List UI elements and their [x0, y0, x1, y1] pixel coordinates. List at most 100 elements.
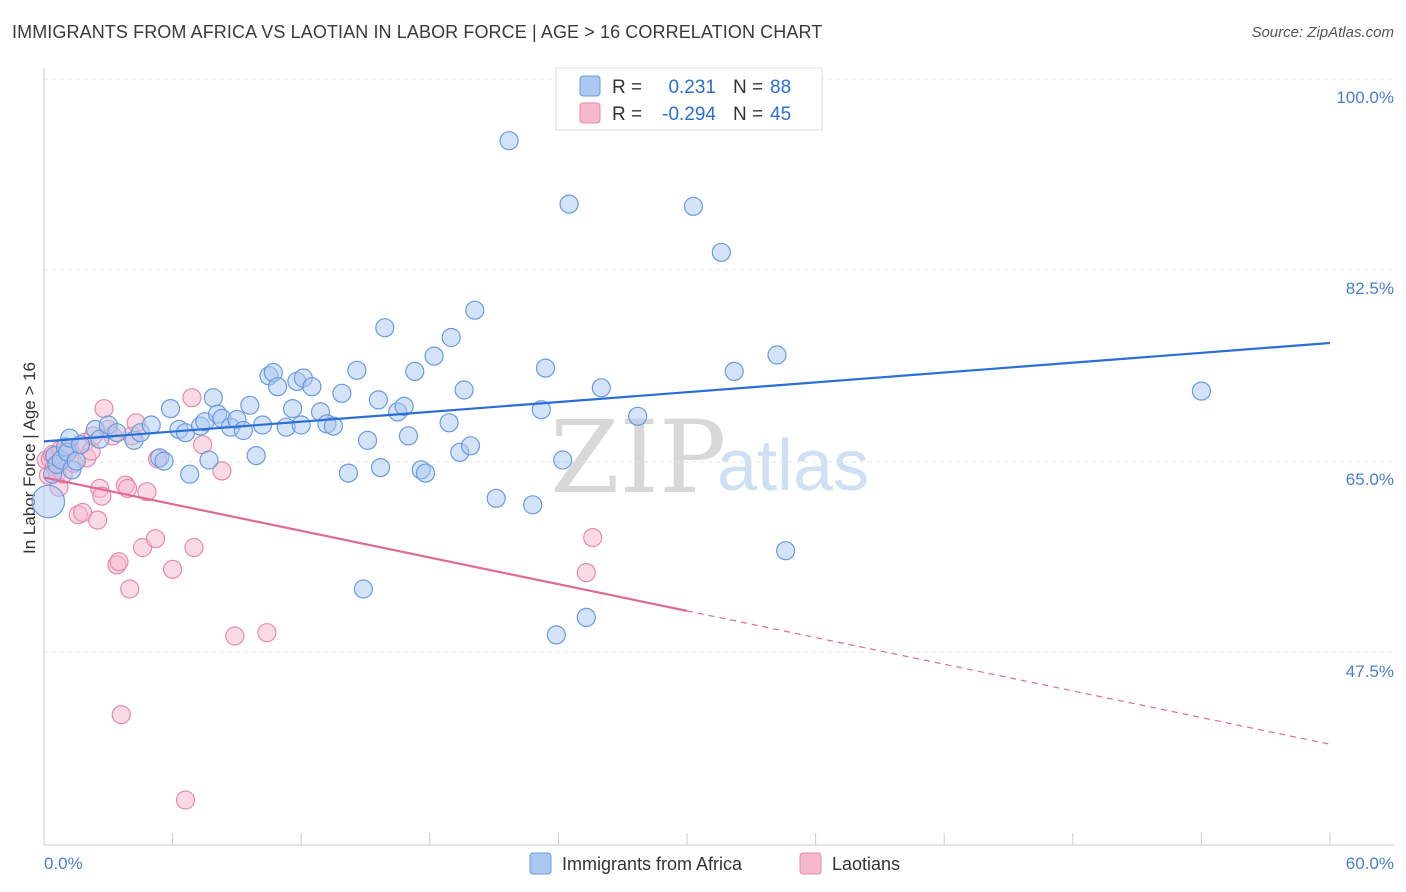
africa-point	[576, 607, 596, 628]
africa-point	[180, 464, 200, 484]
africa-point	[1191, 381, 1212, 401]
laotian-points	[36, 388, 603, 810]
laotian-point	[225, 626, 245, 646]
laotian-point	[92, 486, 112, 506]
laotian-point	[257, 623, 277, 643]
africa-trend-line	[43, 341, 1331, 443]
y-axis-title: In Labor Force | Age > 16	[20, 362, 39, 554]
laotian-trend-line	[43, 476, 688, 612]
africa-point	[347, 360, 367, 380]
bottom-legend-label-laotian: Laotians	[832, 854, 900, 874]
bottom-legend-swatch-africa	[529, 852, 552, 875]
legend-r-label-laotian: R =	[612, 104, 642, 125]
africa-point	[338, 463, 358, 483]
laotian-point	[175, 790, 196, 810]
watermark: ZIP atlas	[550, 399, 869, 516]
chart-title: IMMIGRANTS FROM AFRICA VS LAOTIAN IN LAB…	[12, 22, 823, 42]
x-tick-label-max: 60.0%	[1346, 854, 1394, 873]
africa-point	[31, 484, 66, 519]
africa-point	[531, 400, 551, 420]
laotian-trend-line-extension	[686, 610, 1331, 745]
y-tick-label: 100.0%	[1336, 88, 1394, 107]
laotian-point	[109, 552, 129, 572]
africa-point	[240, 395, 260, 415]
africa-point	[683, 196, 704, 216]
africa-point	[199, 450, 219, 470]
x-ticks	[43, 833, 1331, 845]
y-tick-label: 65.0%	[1346, 470, 1394, 489]
bottom-legend: Immigrants from Africa Laotians	[529, 852, 900, 875]
africa-points	[31, 131, 1212, 645]
africa-point	[268, 377, 288, 397]
laotian-point	[87, 510, 108, 530]
africa-point	[591, 378, 611, 398]
africa-point	[375, 318, 395, 338]
africa-point	[203, 388, 223, 408]
africa-point	[302, 377, 322, 397]
legend-swatch-africa	[579, 75, 601, 97]
legend-n-label-laotian: N =	[733, 104, 763, 125]
laotian-point	[145, 529, 166, 549]
laotian-point	[72, 502, 93, 523]
legend-r-label-africa: R =	[612, 77, 642, 98]
bottom-legend-label-africa: Immigrants from Africa	[562, 854, 743, 874]
africa-point	[441, 327, 461, 348]
africa-point	[535, 358, 556, 378]
gridlines	[44, 78, 1394, 653]
legend-swatch-laotian	[579, 102, 601, 124]
africa-point	[711, 242, 731, 262]
laotian-point	[184, 537, 204, 558]
africa-point	[246, 446, 266, 466]
africa-point	[394, 396, 414, 416]
africa-point	[454, 380, 474, 400]
y-tick-label: 82.5%	[1346, 279, 1394, 298]
africa-point	[368, 390, 388, 410]
africa-point	[107, 423, 127, 443]
y-tick-label: 47.5%	[1346, 662, 1394, 681]
africa-point	[424, 346, 444, 366]
africa-point	[398, 426, 418, 446]
laotian-point	[120, 579, 140, 599]
legend-n-label-africa: N =	[733, 77, 763, 98]
x-tick-label-min: 0.0%	[44, 854, 83, 873]
trend-lines	[43, 341, 1331, 745]
laotian-point	[583, 527, 603, 548]
laotian-point	[111, 705, 131, 725]
africa-point	[291, 415, 311, 435]
laotian-point	[94, 399, 114, 419]
africa-point	[70, 435, 91, 455]
legend-n-value-africa: 88	[770, 77, 791, 98]
legend-r-value-africa: 0.231	[668, 77, 716, 98]
africa-point	[323, 416, 343, 436]
africa-point	[90, 429, 110, 449]
africa-point	[405, 361, 425, 381]
laotian-point	[182, 388, 202, 408]
africa-point	[283, 399, 303, 419]
y-tick-labels: 47.5% 65.0% 82.5% 100.0%	[1336, 88, 1394, 681]
africa-point	[66, 451, 86, 471]
africa-point	[439, 413, 459, 433]
laotian-point	[576, 562, 596, 583]
africa-point	[460, 436, 481, 456]
africa-point	[559, 194, 579, 214]
africa-point	[724, 361, 744, 381]
africa-point	[233, 420, 253, 441]
chart-source: Source: ZipAtlas.com	[1251, 24, 1394, 41]
africa-point	[486, 488, 506, 508]
africa-point	[415, 463, 436, 483]
africa-point	[332, 383, 352, 403]
africa-point	[767, 345, 787, 365]
africa-point	[154, 451, 174, 471]
africa-point	[370, 458, 391, 478]
x-tick-labels: 0.0% 60.0%	[44, 854, 1394, 873]
africa-point	[358, 430, 378, 450]
legend-n-value-laotian: 45	[770, 104, 791, 125]
bottom-legend-swatch-laotian	[799, 852, 822, 875]
africa-point	[160, 399, 181, 419]
laotian-point	[163, 559, 183, 579]
laotian-point	[137, 482, 157, 502]
watermark-atlas: atlas	[717, 426, 869, 506]
legend-r-value-laotian: -0.294	[662, 104, 716, 125]
africa-point	[353, 579, 373, 599]
africa-point	[628, 406, 648, 426]
